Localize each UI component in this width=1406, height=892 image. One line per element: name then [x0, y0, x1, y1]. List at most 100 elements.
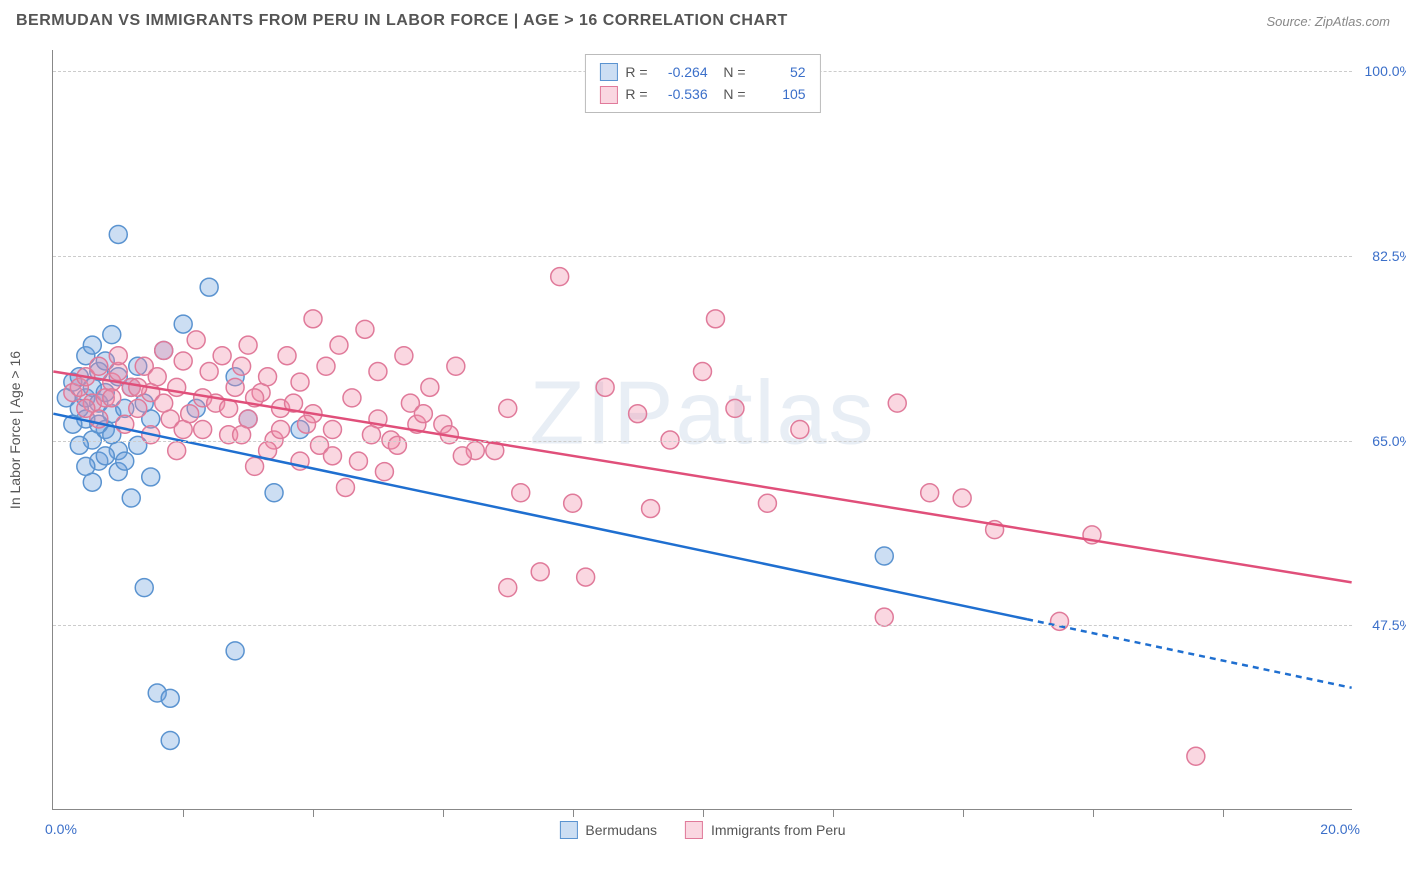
data-point	[564, 494, 582, 512]
gridline	[53, 441, 1352, 442]
data-point	[330, 336, 348, 354]
data-point	[414, 405, 432, 423]
data-point	[323, 421, 341, 439]
data-point	[875, 547, 893, 565]
data-point	[629, 405, 647, 423]
x-tick	[183, 809, 184, 817]
data-point	[953, 489, 971, 507]
data-point	[298, 415, 316, 433]
data-point	[726, 399, 744, 417]
legend-item-peru: Immigrants from Peru	[685, 821, 846, 839]
data-point	[875, 608, 893, 626]
data-point	[116, 452, 134, 470]
data-point	[90, 357, 108, 375]
data-point	[642, 500, 660, 518]
data-point	[453, 447, 471, 465]
data-point	[694, 363, 712, 381]
data-point	[226, 642, 244, 660]
data-point	[512, 484, 530, 502]
data-point	[155, 341, 173, 359]
x-tick	[833, 809, 834, 817]
chart-plot-area: In Labor Force | Age > 16 ZIPatlas R = -…	[52, 50, 1352, 810]
data-point	[213, 347, 231, 365]
data-point	[259, 368, 277, 386]
stat-n-value-bermudans: 52	[754, 61, 806, 83]
data-point	[577, 568, 595, 586]
data-point	[336, 478, 354, 496]
data-point	[226, 378, 244, 396]
stat-r-label: R =	[625, 61, 647, 83]
data-point	[194, 421, 212, 439]
data-point	[122, 489, 140, 507]
data-point	[239, 336, 257, 354]
stat-n-label: N =	[716, 61, 746, 83]
x-tick	[443, 809, 444, 817]
data-point	[109, 225, 127, 243]
data-point	[349, 452, 367, 470]
y-tick-label: 100.0%	[1365, 63, 1406, 79]
data-point	[706, 310, 724, 328]
y-tick-label: 82.5%	[1372, 248, 1406, 264]
data-point	[343, 389, 361, 407]
stat-r-label: R =	[625, 83, 647, 105]
y-tick-label: 65.0%	[1372, 433, 1406, 449]
stats-row-bermudans: R = -0.264 N = 52	[599, 61, 805, 83]
data-point	[142, 468, 160, 486]
data-point	[181, 405, 199, 423]
data-point	[375, 463, 393, 481]
data-point	[174, 315, 192, 333]
legend-label-peru: Immigrants from Peru	[711, 822, 846, 838]
data-point	[161, 689, 179, 707]
data-point	[148, 368, 166, 386]
data-point	[1051, 612, 1069, 630]
data-point	[1187, 747, 1205, 765]
data-point	[791, 421, 809, 439]
data-point	[421, 378, 439, 396]
data-point	[758, 494, 776, 512]
x-axis-min-label: 0.0%	[45, 821, 77, 837]
data-point	[83, 336, 101, 354]
stat-n-label: N =	[716, 83, 746, 105]
data-point	[531, 563, 549, 581]
data-point	[135, 579, 153, 597]
stats-row-peru: R = -0.536 N = 105	[599, 83, 805, 105]
data-point	[304, 310, 322, 328]
y-axis-title: In Labor Force | Age > 16	[7, 350, 23, 508]
data-point	[369, 363, 387, 381]
swatch-peru-icon	[685, 821, 703, 839]
data-point	[103, 389, 121, 407]
data-point	[187, 331, 205, 349]
data-point	[499, 579, 517, 597]
data-point	[155, 394, 173, 412]
data-point	[161, 731, 179, 749]
x-tick	[1093, 809, 1094, 817]
swatch-bermudans-icon	[599, 63, 617, 81]
data-point	[265, 484, 283, 502]
data-point	[278, 347, 296, 365]
data-point	[200, 363, 218, 381]
x-tick	[1223, 809, 1224, 817]
scatter-svg	[53, 50, 1352, 809]
legend-label-bermudans: Bermudans	[585, 822, 657, 838]
trend-line	[53, 414, 1027, 620]
data-point	[395, 347, 413, 365]
x-axis-max-label: 20.0%	[1320, 821, 1360, 837]
data-point	[323, 447, 341, 465]
gridline	[53, 625, 1352, 626]
data-point	[109, 347, 127, 365]
data-point	[388, 436, 406, 454]
data-point	[888, 394, 906, 412]
data-point	[70, 436, 88, 454]
x-tick	[703, 809, 704, 817]
legend-item-bermudans: Bermudans	[559, 821, 657, 839]
y-tick-label: 47.5%	[1372, 617, 1406, 633]
data-point	[233, 357, 251, 375]
stat-n-value-peru: 105	[754, 83, 806, 105]
chart-title: BERMUDAN VS IMMIGRANTS FROM PERU IN LABO…	[16, 12, 788, 30]
stats-legend-box: R = -0.264 N = 52 R = -0.536 N = 105	[584, 54, 820, 113]
swatch-bermudans-icon	[559, 821, 577, 839]
data-point	[96, 447, 114, 465]
data-point	[447, 357, 465, 375]
x-tick	[313, 809, 314, 817]
data-point	[272, 421, 290, 439]
